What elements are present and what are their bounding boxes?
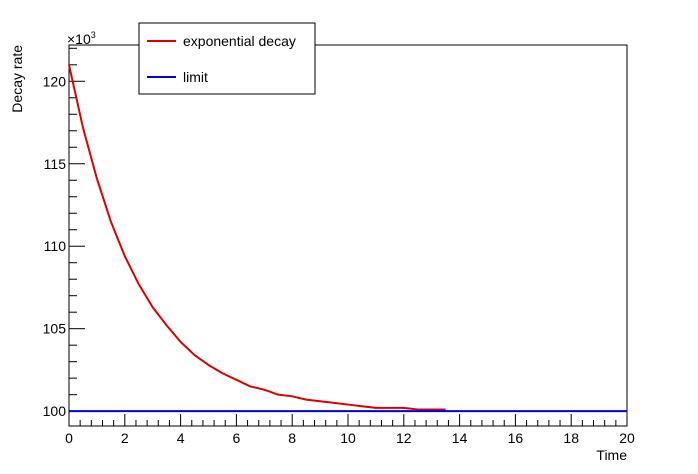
- x-tick-label: 20: [619, 430, 635, 446]
- y-tick-label: 120: [43, 73, 67, 89]
- x-tick-label: 12: [396, 430, 412, 446]
- y-multiplier-exponent: 3: [91, 30, 96, 40]
- y-tick-label: 100: [43, 403, 67, 419]
- series-line-exponential-decay: [68, 64, 446, 411]
- legend-label-exponential-decay: exponential decay: [183, 33, 296, 49]
- y-multiplier: ×103: [67, 30, 96, 47]
- y-axis-title: Decay rate: [9, 45, 25, 113]
- y-multiplier-base: ×10: [67, 31, 91, 47]
- x-tick-label: 8: [288, 430, 296, 446]
- x-axis-title: Time: [596, 447, 627, 463]
- x-tick-label: 10: [340, 430, 356, 446]
- legend: exponential decay limit: [138, 22, 316, 95]
- y-tick-label: 105: [43, 321, 67, 337]
- y-tick-label: 110: [44, 238, 67, 254]
- x-tick-label: 18: [563, 430, 579, 446]
- x-tick-label: 0: [65, 430, 73, 446]
- axis-ticks: [68, 47, 628, 426]
- x-tick-label: 6: [233, 430, 241, 446]
- x-tick-label: 14: [452, 430, 468, 446]
- legend-label-limit: limit: [183, 69, 208, 85]
- axis-tick-labels: 0 2 4 6 8 10 12 14 16 18 20 100 105 110 115 120: [43, 73, 635, 446]
- y-tick-label: 115: [44, 156, 67, 172]
- x-tick-label: 16: [508, 430, 524, 446]
- x-tick-label: 2: [121, 430, 129, 446]
- x-tick-label: 4: [177, 430, 185, 446]
- series-lines: [68, 64, 627, 413]
- legend-box: [138, 22, 316, 95]
